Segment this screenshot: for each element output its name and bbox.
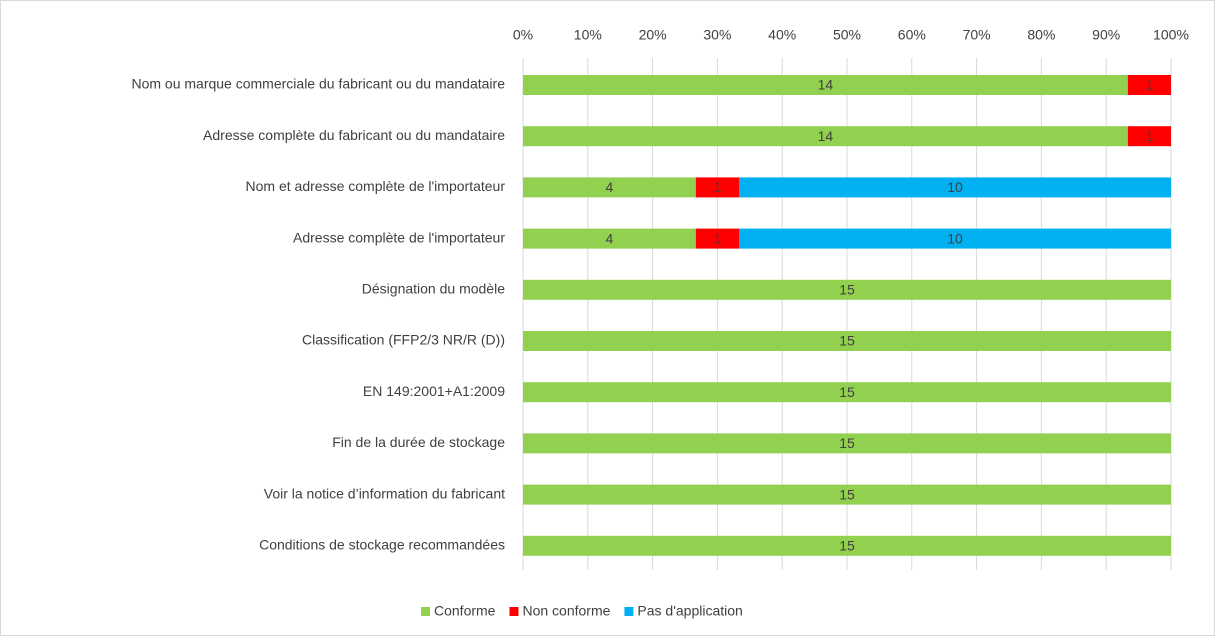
bar-segment	[523, 75, 1128, 95]
y-tick-label: Classification (FFP2/3 NR/R (D))	[302, 332, 505, 348]
data-label: 10	[947, 230, 963, 246]
x-tick-label: 0%	[513, 27, 533, 43]
bar-segment	[523, 484, 1171, 505]
bar-segment	[1127, 126, 1171, 147]
y-tick-label: Adresse complète de l'importateur	[293, 229, 505, 245]
data-label: 15	[839, 333, 855, 349]
bar-segment	[523, 177, 696, 198]
x-tick-label: 70%	[963, 27, 991, 43]
bar-segment	[523, 126, 1128, 147]
y-tick-label: Fin de la durée de stockage	[332, 434, 505, 450]
legend-swatch	[509, 607, 519, 616]
data-label: 1	[1146, 77, 1154, 93]
y-tick-label: Nom ou marque commerciale du fabricant o…	[131, 76, 505, 92]
data-label: 14	[818, 128, 834, 144]
bar-segment	[523, 433, 1171, 454]
y-tick-label: Adresse complète du fabricant ou du mand…	[203, 127, 505, 143]
y-tick-label: Voir la notice d’information du fabrican…	[264, 485, 505, 501]
bar-segment	[523, 382, 1171, 403]
bar-segment	[739, 228, 1171, 249]
legend-label: Non conforme	[522, 603, 610, 619]
legend-swatch	[421, 607, 430, 616]
data-label: 10	[947, 179, 963, 195]
x-tick-label: 60%	[898, 27, 926, 43]
y-tick-label: Conditions de stockage recommandées	[259, 537, 505, 553]
legend-label: Conforme	[434, 603, 496, 619]
data-label: 15	[839, 538, 855, 554]
data-label: 15	[839, 384, 855, 400]
x-tick-label: 100%	[1153, 27, 1189, 43]
data-label: 4	[606, 179, 614, 195]
bar-segment	[695, 177, 739, 198]
bar-segment	[523, 228, 696, 249]
data-label: 15	[839, 486, 855, 502]
data-label: 14	[818, 77, 834, 93]
data-label: 15	[839, 282, 855, 298]
x-tick-label: 20%	[639, 27, 667, 43]
bar-segment	[523, 535, 1171, 556]
x-tick-label: 90%	[1092, 27, 1120, 43]
bar-segment	[1127, 75, 1171, 95]
legend-label: Pas d'application	[637, 603, 742, 619]
bar-segment	[695, 228, 739, 249]
bar-segment	[523, 279, 1171, 300]
y-tick-label: Désignation du modèle	[362, 281, 505, 297]
x-tick-label: 50%	[833, 27, 861, 43]
data-label: 4	[606, 230, 614, 246]
x-tick-label: 30%	[703, 27, 731, 43]
x-tick-label: 40%	[768, 27, 796, 43]
y-tick-label: Nom et adresse complète de l'importateur	[246, 178, 506, 194]
bar-segment	[739, 177, 1171, 198]
data-label: 1	[1146, 128, 1154, 144]
y-tick-label: EN 149:2001+A1:2009	[363, 383, 505, 399]
data-label: 1	[714, 179, 722, 195]
data-label: 1	[714, 230, 722, 246]
x-tick-label: 80%	[1027, 27, 1055, 43]
x-tick-label: 10%	[574, 27, 602, 43]
legend-swatch	[624, 607, 634, 616]
data-label: 15	[839, 435, 855, 451]
bar-segment	[523, 331, 1171, 351]
